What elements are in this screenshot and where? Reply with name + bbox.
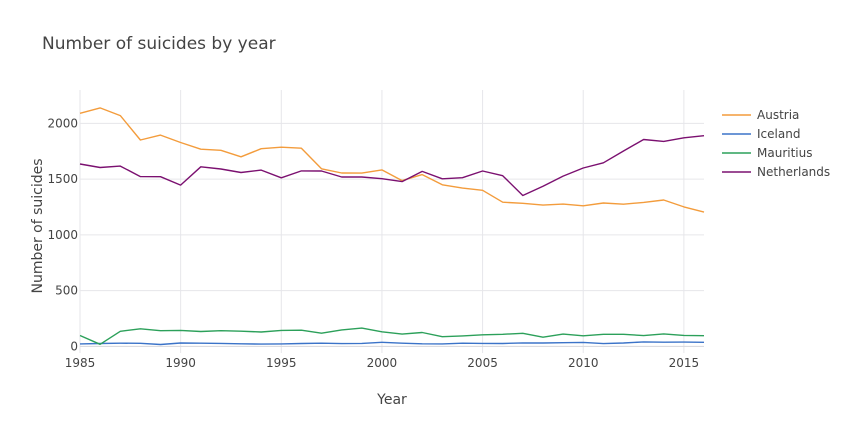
legend-label: Austria — [757, 108, 799, 122]
series-line-mauritius — [79, 327, 705, 345]
series-line-netherlands — [79, 135, 705, 197]
y-axis-title: Number of suicides — [30, 158, 46, 293]
y-tick-label: 2000 — [47, 116, 78, 130]
x-tick-label: 2010 — [568, 356, 599, 370]
legend-item-austria[interactable]: Austria — [722, 108, 799, 122]
tick-layer: 1985 1990 1995 2000 2005 2010 2015 0 500 1000 1500… — [47, 116, 699, 370]
legend-label: Netherlands — [757, 165, 830, 179]
legend-item-netherlands[interactable]: Netherlands — [722, 165, 830, 179]
series-layer — [79, 107, 705, 346]
legend-item-mauritius[interactable]: Mauritius — [722, 146, 812, 160]
x-tick-label: 1995 — [266, 356, 297, 370]
legend-item-iceland[interactable]: Iceland — [722, 127, 800, 141]
y-tick-label: 0 — [70, 339, 78, 353]
y-tick-label: 1000 — [47, 228, 78, 242]
legend[interactable]: Austria Iceland Mauritius Netherlands — [722, 108, 830, 179]
chart-title: Number of suicides by year — [42, 34, 276, 54]
series-line-austria — [79, 107, 705, 213]
x-tick-label: 1985 — [65, 356, 96, 370]
y-tick-label: 500 — [55, 284, 78, 298]
x-tick-label: 1990 — [165, 356, 196, 370]
x-tick-label: 2000 — [367, 356, 398, 370]
series-line-iceland — [79, 341, 705, 346]
legend-label: Iceland — [757, 127, 800, 141]
x-tick-label: 2005 — [467, 356, 498, 370]
y-tick-label: 1500 — [47, 172, 78, 186]
legend-label: Mauritius — [757, 146, 812, 160]
x-tick-label: 2015 — [669, 356, 700, 370]
grid-layer — [79, 90, 704, 353]
x-axis-title: Year — [376, 392, 407, 408]
